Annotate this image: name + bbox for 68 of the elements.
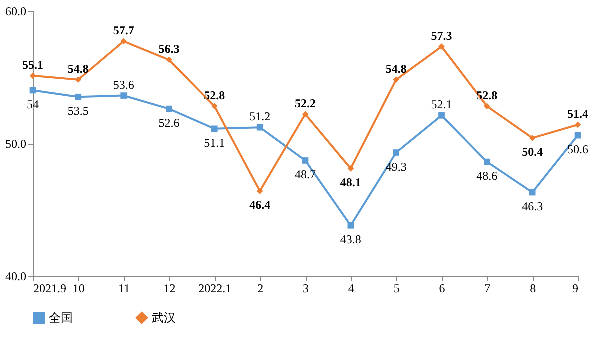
x-tick-label: 2022.1: [198, 282, 232, 296]
x-tick-label: 5: [394, 282, 400, 296]
point: [348, 222, 354, 229]
point: [348, 166, 354, 172]
x-tick-label: 9: [572, 282, 578, 296]
point: [120, 38, 127, 45]
point: [30, 72, 36, 80]
point: [393, 150, 400, 156]
point: [484, 158, 490, 166]
point: [529, 189, 536, 196]
point: [75, 94, 82, 100]
x-tick-label: 7: [484, 282, 491, 296]
data-label: 52.1: [431, 98, 452, 112]
data-label: 51.2: [250, 110, 271, 124]
point: [529, 135, 536, 142]
data-label: 52.6: [158, 116, 180, 130]
data-label: 51.4: [568, 106, 588, 121]
legend-label: 全国: [49, 311, 73, 325]
data-label: 52.8: [204, 88, 226, 102]
y-tick-label: 60.0: [6, 4, 26, 18]
point: [438, 44, 445, 50]
data-label: 54: [27, 98, 39, 112]
data-label: 50.4: [522, 145, 544, 160]
x-tick-label: 2021.9: [34, 282, 66, 296]
data-label: 55.1: [22, 58, 44, 72]
legend-label: 武汉: [152, 311, 176, 325]
data-label: 53.5: [68, 104, 89, 118]
point: [484, 103, 490, 110]
point: [256, 124, 264, 131]
y-tick-label: 50.0: [6, 137, 26, 151]
x-tick-label: 11: [118, 282, 130, 296]
point: [393, 76, 400, 84]
point: [574, 122, 582, 128]
point: [302, 111, 309, 118]
data-label: 46.4: [250, 198, 271, 212]
data-label: 48.7: [295, 168, 316, 182]
data-label: 43.8: [340, 232, 362, 247]
y-tick-label: 40.0: [6, 270, 26, 284]
data-label: 48.1: [340, 176, 362, 190]
x-tick-label: 10: [72, 282, 85, 296]
x-tick-label: 12: [164, 282, 176, 296]
x-tick-label: 2: [258, 282, 264, 296]
data-label: 51.1: [204, 136, 226, 150]
point: [256, 188, 264, 194]
x-tick-label: 6: [439, 282, 446, 296]
data-label: 48.6: [476, 169, 498, 184]
point: [574, 132, 582, 139]
point: [120, 92, 127, 99]
data-label: 57.3: [431, 28, 452, 43]
point: [212, 103, 218, 110]
x-tick-label: 8: [530, 282, 536, 296]
data-label: 57.7: [113, 23, 134, 38]
point: [30, 87, 36, 94]
data-label: 46.3: [522, 200, 544, 214]
data-label: 56.3: [158, 42, 180, 56]
point: [166, 56, 172, 64]
x-tick-label: 3: [303, 282, 309, 296]
point: [166, 106, 172, 112]
data-label: 50.6: [568, 142, 588, 157]
point: [212, 126, 218, 132]
point: [438, 112, 445, 119]
point: [75, 76, 82, 84]
x-tick-label: 4: [348, 282, 354, 296]
data-label: 54.8: [68, 62, 89, 76]
data-label: 53.6: [113, 78, 134, 92]
data-label: 52.2: [295, 96, 316, 110]
point: [302, 158, 309, 164]
data-label: 54.8: [386, 62, 407, 76]
